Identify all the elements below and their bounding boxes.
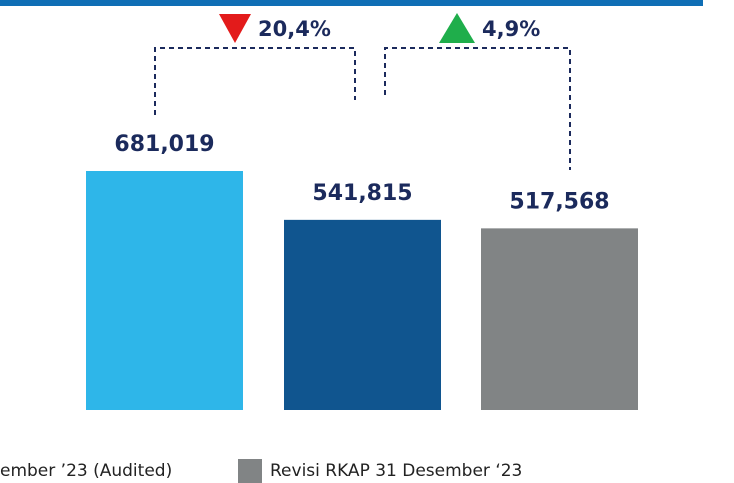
- bar: [86, 171, 243, 410]
- change-label: 20,4%: [258, 17, 331, 41]
- value-label: 681,019: [114, 132, 214, 157]
- legend-swatch: [238, 459, 262, 483]
- change-arrow: [219, 14, 251, 43]
- value-label: 541,815: [312, 181, 412, 206]
- bracket: [154, 47, 356, 115]
- legend-label: ember ’23 (Audited): [0, 461, 172, 481]
- bar: [284, 219, 441, 410]
- value-label: 517,568: [509, 189, 609, 214]
- bar: [481, 228, 638, 410]
- bracket: [384, 47, 571, 170]
- change-label: 4,9%: [482, 17, 540, 41]
- change-arrow: [439, 13, 475, 43]
- top-rule: [0, 0, 703, 6]
- legend-label: Revisi RKAP 31 Desember ‘23: [270, 461, 522, 481]
